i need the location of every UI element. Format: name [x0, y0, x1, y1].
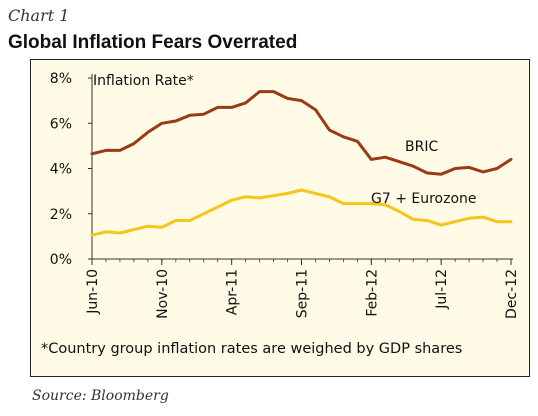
source-note: Source: Bloomberg — [32, 388, 169, 404]
y-tick-label: 2% — [50, 207, 72, 223]
x-tick-label: Feb-12 — [364, 269, 380, 317]
x-tick-label: Dec-12 — [504, 269, 520, 319]
series-line-bric — [90, 90, 513, 176]
y-tick-label: 8% — [50, 71, 72, 87]
chart-annotation: Inflation Rate* — [93, 73, 194, 89]
x-tick-label: Jul-12 — [434, 269, 450, 310]
chart-frame: 0% 2% 4% 6% 8% Jun-10 Nov-10 Apr-11 Sep-11 Feb-12… — [30, 59, 530, 377]
x-tick-label: Nov-10 — [155, 269, 171, 319]
chart-label: Chart 1 — [8, 6, 70, 25]
series-label-g7-eurozone: G7 + Eurozone — [371, 191, 477, 207]
x-tick-label: Jun-10 — [85, 269, 101, 315]
series-label-bric: BRIC — [405, 139, 438, 155]
y-tick-label: 0% — [50, 252, 72, 268]
series-line-g7-eurozone — [90, 188, 513, 237]
y-tick-label: 4% — [50, 162, 72, 178]
line-chart: 0% 2% 4% 6% 8% Jun-10 Nov-10 Apr-11 Sep-11 Feb-12… — [50, 71, 520, 319]
x-tick-label: Sep-11 — [295, 269, 311, 318]
y-tick-label: 6% — [50, 116, 72, 132]
footnote: *Country group inflation rates are weigh… — [41, 341, 463, 357]
chart-title: Global Inflation Fears Overrated — [8, 32, 298, 53]
x-tick-label: Apr-11 — [225, 269, 241, 315]
